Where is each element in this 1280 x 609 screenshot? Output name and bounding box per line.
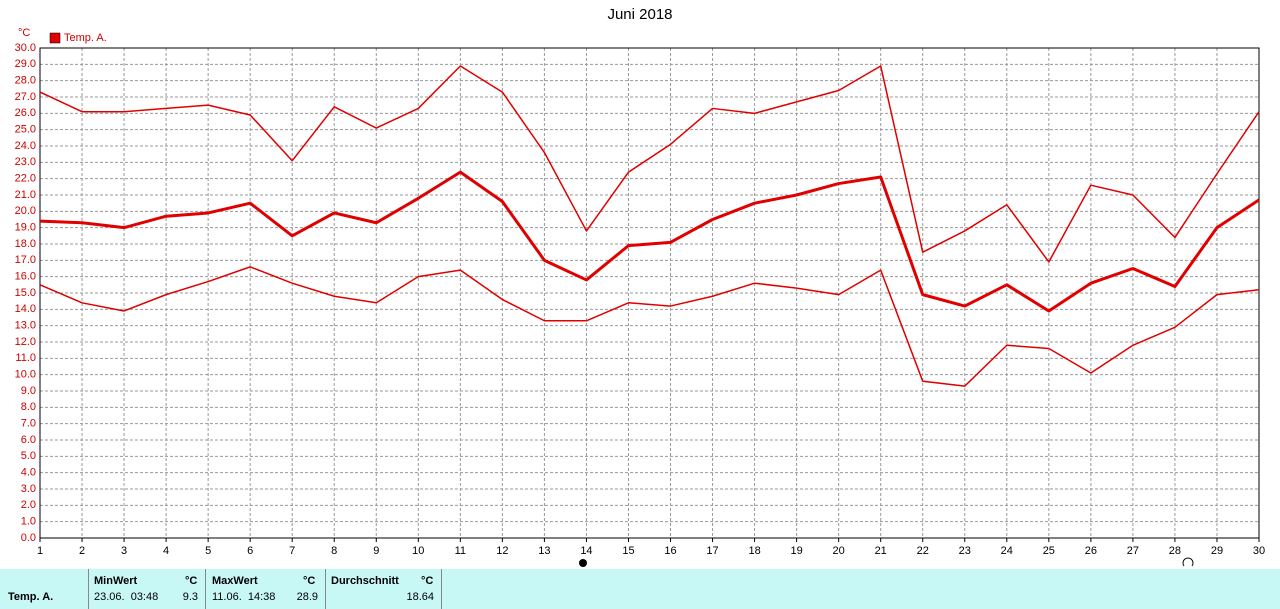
y-tick-label: 21.0 (15, 189, 36, 201)
col-unit: °C (185, 575, 198, 587)
x-tick-label: 2 (79, 545, 85, 557)
plot-frame (39, 47, 1260, 539)
x-tick-label: 21 (875, 545, 887, 557)
x-tick-label: 9 (373, 545, 379, 557)
x-tick-label: 30 (1253, 545, 1265, 557)
x-tick-label: 23 (959, 545, 971, 557)
x-tick-label: 4 (163, 545, 169, 557)
y-tick-label: 17.0 (15, 254, 36, 266)
separator (441, 569, 442, 609)
y-tick-label: 18.0 (15, 238, 36, 250)
y-tick-label: 2.0 (21, 499, 36, 511)
y-tick-label: 12.0 (15, 336, 36, 348)
x-tick-label: 25 (1043, 545, 1055, 557)
y-tick-label: 26.0 (15, 107, 36, 119)
x-tick-label: 22 (917, 545, 929, 557)
x-tick-label: 11 (455, 545, 466, 557)
y-tick-label: 28.0 (15, 75, 36, 87)
x-tick-label: 3 (121, 545, 127, 557)
separator (88, 569, 89, 609)
data-line (39, 170, 1260, 313)
x-tick-label: 17 (706, 545, 718, 557)
summary-table: Temp. A. MinWert °C 23.06. 03:48 9.3 Max… (0, 569, 1280, 609)
legend-swatch (49, 32, 61, 44)
y-tick-label: 30.0 (15, 42, 36, 54)
y-tick-label: 11.0 (15, 352, 36, 364)
y-tick-label: 3.0 (21, 483, 36, 495)
cell-time: 11.06. 14:38 (212, 591, 276, 603)
y-tick-label: 15.0 (15, 287, 36, 299)
x-tick-label: 18 (748, 545, 760, 557)
x-tick-label: 6 (247, 545, 253, 557)
col-unit: °C (421, 575, 434, 587)
x-tick-label: 28 (1169, 545, 1181, 557)
cell-value: 18.64 (406, 591, 434, 603)
y-unit: °C (18, 27, 30, 39)
x-tick-label: 13 (538, 545, 550, 557)
x-tick-label: 27 (1127, 545, 1139, 557)
moon-full (579, 559, 587, 567)
y-tick-label: 0.0 (21, 532, 36, 544)
y-tick-label: 7.0 (21, 418, 36, 430)
y-tick-label: 29.0 (15, 58, 36, 70)
row-label: Temp. A. (8, 591, 54, 603)
x-tick-label: 15 (622, 545, 634, 557)
col-header: MaxWert (212, 575, 258, 587)
col-header: Durchschnitt (331, 575, 399, 587)
separator (325, 569, 326, 609)
x-tick-label: 29 (1211, 545, 1223, 557)
y-tick-label: 8.0 (21, 401, 36, 413)
y-tick-label: 6.0 (21, 434, 36, 446)
col-unit: °C (303, 575, 316, 587)
x-tick-label: 24 (1001, 545, 1013, 557)
x-tick-label: 12 (496, 545, 508, 557)
separator (205, 569, 206, 609)
y-tick-label: 1.0 (21, 516, 36, 528)
y-tick-label: 4.0 (21, 467, 36, 479)
x-tick-label: 26 (1085, 545, 1097, 557)
y-tick-label: 16.0 (15, 271, 36, 283)
y-tick-label: 14.0 (15, 303, 36, 315)
y-tick-label: 24.0 (15, 140, 36, 152)
col-header: MinWert (94, 575, 138, 587)
x-tick-label: 19 (790, 545, 802, 557)
y-tick-label: 9.0 (21, 385, 36, 397)
cell-time: 23.06. 03:48 (94, 591, 159, 603)
legend-label: Temp. A. (64, 32, 107, 44)
x-tick-label: 5 (205, 545, 211, 557)
data-line (39, 65, 1260, 263)
y-tick-label: 23.0 (15, 156, 36, 168)
cell-value: 28.9 (296, 591, 318, 603)
x-tick-label: 1 (37, 545, 43, 557)
cell-value: 9.3 (182, 591, 198, 603)
y-tick-label: 10.0 (15, 369, 36, 381)
y-tick-label: 20.0 (15, 205, 36, 217)
moon-new (1182, 557, 1194, 567)
x-tick-label: 10 (412, 545, 424, 557)
x-tick-label: 8 (331, 545, 337, 557)
y-tick-label: 5.0 (21, 450, 36, 462)
x-tick-label: 7 (289, 545, 295, 557)
data-line (39, 266, 1260, 387)
y-tick-label: 22.0 (15, 173, 36, 185)
y-tick-label: 27.0 (15, 91, 36, 103)
y-tick-label: 13.0 (15, 320, 36, 332)
x-tick-label: 16 (664, 545, 676, 557)
y-tick-label: 19.0 (15, 222, 36, 234)
x-tick-label: 20 (833, 545, 845, 557)
chart: Juni 2018 °C 0.0 1.0 2.0 3.0 4.0 5.0 6.0 7.0 8.0… (15, 6, 1265, 567)
x-tick-label: 14 (580, 545, 592, 557)
chart-title: Juni 2018 (607, 6, 672, 23)
y-tick-label: 25.0 (15, 124, 36, 136)
